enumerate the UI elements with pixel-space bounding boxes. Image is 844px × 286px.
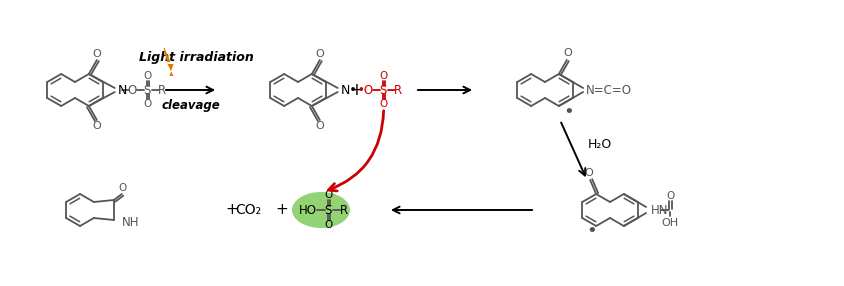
Text: O: O	[316, 49, 324, 59]
Text: O: O	[316, 121, 324, 131]
Text: O: O	[564, 48, 572, 58]
Text: HO: HO	[299, 204, 317, 217]
Text: O: O	[127, 84, 137, 96]
FancyArrowPatch shape	[328, 111, 384, 191]
Text: •: •	[586, 222, 597, 240]
Text: HN: HN	[651, 204, 668, 217]
Text: O: O	[93, 121, 101, 131]
Ellipse shape	[292, 192, 350, 228]
Text: R: R	[340, 204, 348, 217]
Text: O: O	[325, 190, 333, 200]
Text: NH: NH	[122, 217, 139, 229]
Text: +: +	[225, 202, 238, 217]
Text: Light irradiation: Light irradiation	[139, 51, 254, 65]
Text: O: O	[380, 71, 388, 81]
Text: +: +	[349, 81, 363, 99]
Text: R: R	[393, 84, 402, 96]
Text: CO₂: CO₂	[235, 203, 261, 217]
Text: O: O	[666, 191, 674, 201]
Text: +: +	[276, 202, 289, 217]
Text: O: O	[325, 220, 333, 230]
Text: N: N	[117, 84, 127, 96]
Text: O: O	[143, 99, 152, 109]
Text: O: O	[93, 49, 101, 59]
Text: O: O	[380, 99, 388, 109]
Text: H₂O: H₂O	[588, 138, 612, 152]
Text: S: S	[379, 84, 387, 96]
Text: N=C=O: N=C=O	[586, 84, 632, 96]
Text: O: O	[119, 183, 127, 193]
Polygon shape	[164, 48, 174, 76]
Text: O: O	[143, 71, 152, 81]
Text: cleavage: cleavage	[161, 98, 220, 112]
Text: O: O	[585, 168, 593, 178]
Text: OH: OH	[662, 218, 679, 228]
Text: •: •	[563, 103, 574, 121]
Text: •O: •O	[358, 84, 374, 96]
Text: R: R	[158, 84, 165, 96]
Text: N•: N•	[341, 84, 358, 96]
Text: S: S	[143, 84, 150, 96]
Text: S: S	[324, 204, 332, 217]
